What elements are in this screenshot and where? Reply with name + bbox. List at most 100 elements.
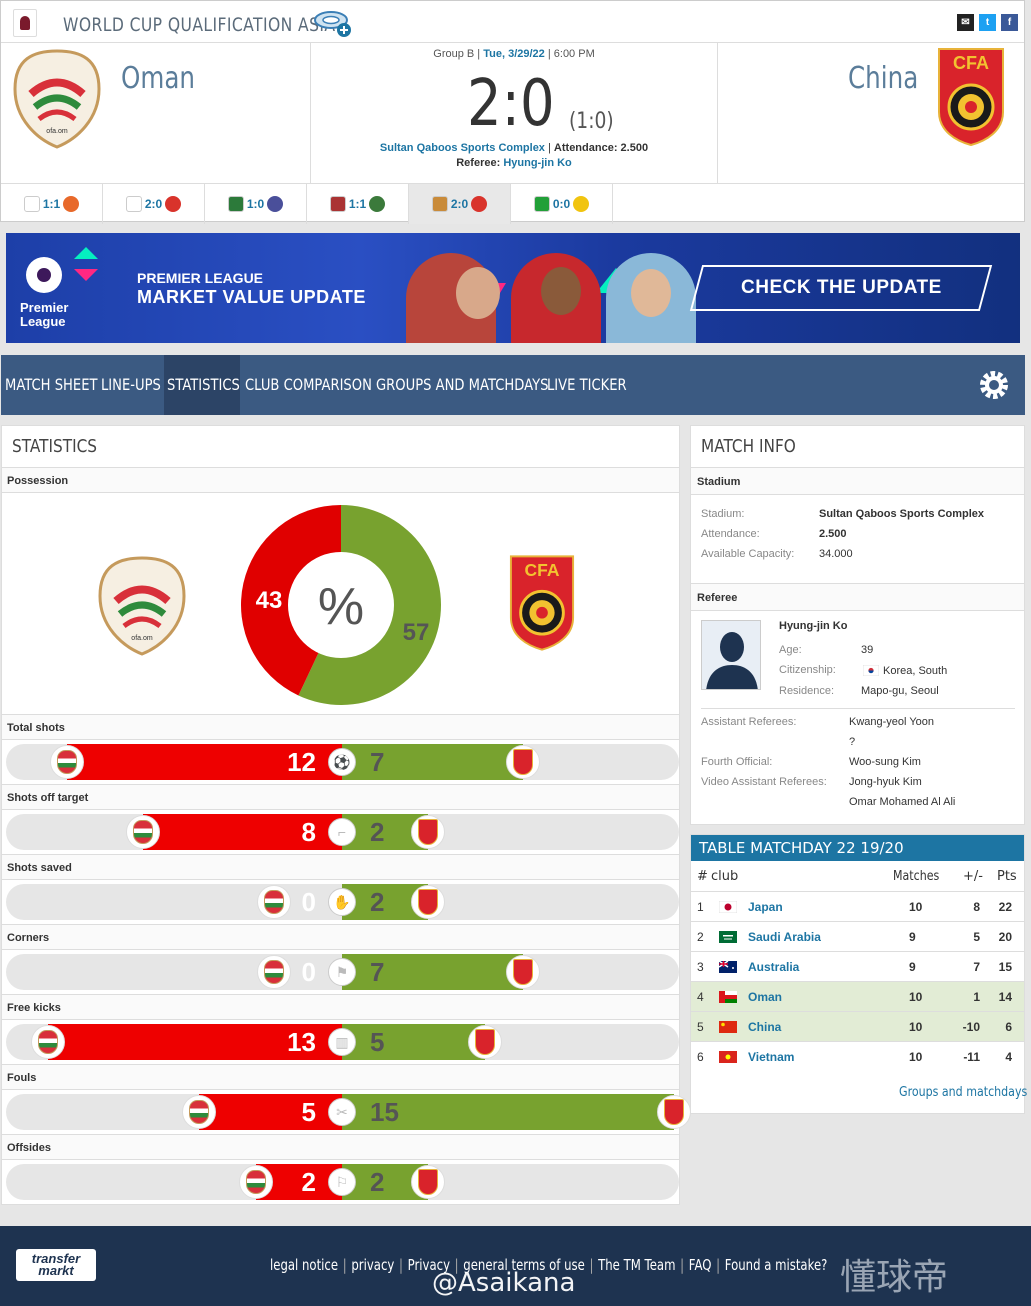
home-crest-icon [227, 196, 244, 212]
crest-shape [264, 890, 284, 914]
assistant-1-link[interactable]: Kwang-yeol Yoon [849, 716, 935, 728]
var-1-link[interactable]: Jong-hyuk Kim [849, 776, 922, 788]
row-club-link[interactable]: Australia [748, 960, 800, 974]
home-crest-icon [329, 196, 346, 212]
row-rank: 1 [697, 900, 704, 914]
away-team-name[interactable]: China [848, 61, 919, 96]
footer-link-found-a-mistake-[interactable]: Found a mistake? [724, 1256, 828, 1274]
crest-shape [664, 1099, 684, 1125]
league-table-title[interactable]: TABLE MATCHDAY 22 19/20 [691, 835, 1024, 861]
col-pts: Pts [997, 869, 1017, 884]
other-game-1[interactable]: 1:1 [1, 184, 103, 224]
nav-tab-match-sheet[interactable]: MATCH SHEET [5, 375, 98, 394]
home-stat-value: 5 [301, 1097, 316, 1127]
nav-tab-line-ups[interactable]: LINE-UPS [101, 375, 161, 394]
statistics-panel: STATISTICS Possession ofa.om % 43 57 CFA… [1, 425, 691, 1205]
row-club-link[interactable]: Saudi Arabia [748, 930, 821, 944]
referee-photo[interactable] [701, 620, 761, 690]
away-stat-value: 7 [370, 747, 385, 777]
china-crest-icon[interactable]: CFA [936, 47, 1006, 147]
email-share-icon[interactable]: ✉ [957, 14, 974, 31]
row-club-link[interactable]: China [748, 1020, 782, 1034]
nav-tab-groups-and-matchdays[interactable]: GROUPS AND MATCHDAYS [376, 375, 549, 394]
other-game-3[interactable]: 1:0 [205, 184, 307, 224]
nav-tab-club-comparison[interactable]: CLUB COMPARISON [245, 375, 372, 394]
stat-label: Corners [2, 924, 679, 950]
other-game-6[interactable]: 0:0 [511, 184, 613, 224]
oman-crest-icon[interactable]: ofa.om [11, 49, 103, 149]
other-game-score: 2:0 [450, 197, 469, 211]
stadium-add-icon[interactable] [313, 8, 353, 38]
logo-word-1: transfer [31, 1251, 81, 1266]
groups-matchdays-link[interactable]: Groups and matchdays » [899, 1085, 1031, 1100]
citizenship-link[interactable]: Korea, South [883, 665, 948, 677]
stat-type-icon: ⌐ [328, 818, 356, 846]
referee-link[interactable]: Hyung-jin Ko [503, 157, 572, 169]
var-2-link[interactable]: Omar Mohamed Al Ali [849, 796, 956, 808]
transfermarkt-logo[interactable]: transfer markt [16, 1249, 96, 1281]
row-club-link[interactable]: Oman [748, 990, 783, 1004]
row-club-link[interactable]: Vietnam [748, 1050, 795, 1064]
stat-label: Fouls [2, 1064, 679, 1090]
svg-text:ofa.om: ofa.om [131, 635, 153, 642]
competition-title[interactable]: WORLD CUP QUALIFICATION ASIA [63, 14, 336, 36]
check-update-button[interactable]: CHECK THE UPDATE [689, 265, 993, 311]
possession-symbol: % [318, 578, 364, 636]
vietnam-flag-icon [719, 1051, 737, 1063]
venue-line: Sultan Qaboos Sports Complex | Attendanc… [379, 142, 649, 154]
other-game-4[interactable]: 1:1 [307, 184, 409, 224]
footer-link-privacy[interactable]: privacy [351, 1256, 395, 1274]
other-game-2[interactable]: 2:0 [103, 184, 205, 224]
col-club: club [711, 869, 739, 884]
svg-text:CFA: CFA [525, 560, 560, 580]
player-faces [456, 267, 671, 319]
row-rank: 3 [697, 960, 704, 974]
away-stat-bar [342, 744, 523, 780]
svg-text:ofa.om: ofa.om [46, 128, 68, 135]
match-meta: Group B | Tue, 3/29/22 | 6:00 PM [433, 48, 595, 60]
table-row: 2 Saudi Arabia 9 5 20 [691, 921, 1024, 951]
world-cup-logo[interactable] [13, 9, 37, 37]
banner-heading: PREMIER LEAGUE [137, 270, 264, 286]
nav-tab-statistics[interactable]: STATISTICS [167, 375, 240, 394]
footer-link-privacy[interactable]: Privacy [407, 1256, 450, 1274]
footer-link-faq[interactable]: FAQ [688, 1256, 712, 1274]
stat-bar-row: 0 ⚑ 7 [6, 954, 679, 990]
gear-icon[interactable] [977, 368, 1011, 402]
crest-shape [37, 1030, 58, 1054]
twitter-share-icon[interactable]: t [979, 14, 996, 31]
row-rank: 4 [697, 990, 704, 1004]
other-game-5[interactable]: 2:0 [409, 184, 511, 224]
facebook-share-icon[interactable]: f [1001, 14, 1018, 31]
match-date[interactable]: Tue, 3/29/22 [483, 48, 545, 60]
row-matches: 10 [909, 1050, 923, 1064]
oman-crest-possession-icon: ofa.om [98, 556, 186, 656]
home-stat-bar [142, 814, 342, 850]
premier-league-ad-banner[interactable]: Premier League PREMIER LEAGUE MARKET VAL… [6, 233, 1020, 343]
match-nav-bar: MATCH SHEET LINE-UPS STATISTICS CLUB COMPAR… [1, 355, 1025, 415]
away-stat-value: 2 [370, 1167, 385, 1197]
home-crest-icon [533, 196, 550, 212]
match-header: WORLD CUP QUALIFICATION ASIA ✉ t f ofa.o… [0, 0, 1025, 224]
home-team-name[interactable]: Oman [121, 61, 195, 96]
footer-link-the-tm-team[interactable]: The TM Team [598, 1256, 676, 1274]
footer-link-legal-notice[interactable]: legal notice [270, 1256, 339, 1274]
crest-shape [264, 960, 284, 984]
referee-name-link[interactable]: Hyung-jin Ko [779, 620, 848, 632]
nav-tab-live-ticker[interactable]: LIVE TICKER [547, 375, 627, 394]
stadium-link[interactable]: Sultan Qaboos Sports Complex [819, 508, 985, 520]
row-club-link[interactable]: Japan [748, 900, 783, 914]
group-label[interactable]: Group B [433, 48, 475, 60]
footer-link-general-terms-of-use[interactable]: general terms of use [463, 1256, 585, 1274]
venue-link[interactable]: Sultan Qaboos Sports Complex [379, 142, 545, 154]
home-stat-bar [47, 1024, 342, 1060]
row-rank: 6 [697, 1050, 704, 1064]
oman-crest-icon [30, 1025, 65, 1059]
stat-bar-row: 2 ⚐ 2 [6, 1164, 679, 1200]
row-matches: 10 [909, 900, 923, 914]
home-stat-value: 8 [301, 817, 316, 847]
away-stat-value: 5 [370, 1027, 385, 1057]
donut-hole [288, 552, 394, 658]
fourth-official-link[interactable]: Woo-sung Kim [849, 756, 921, 768]
stat-label: Total shots [2, 714, 679, 740]
